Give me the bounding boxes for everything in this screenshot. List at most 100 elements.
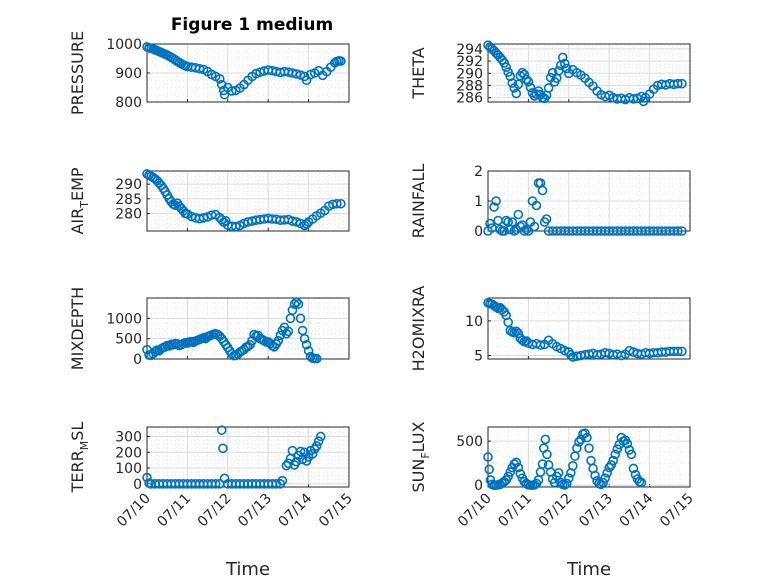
x-tick-label: 07/10 (114, 491, 154, 531)
data-point (293, 299, 304, 309)
data-point (295, 313, 306, 324)
data-point (568, 461, 578, 471)
data-point (483, 452, 493, 462)
y-axis-label: TERRMSL (68, 422, 91, 494)
y-tick-label: 1000 (106, 311, 142, 327)
data-point (559, 58, 570, 69)
data-point (313, 436, 324, 447)
data-point (553, 468, 564, 478)
data-point (220, 215, 231, 226)
data-point (561, 63, 572, 74)
data-point (501, 215, 511, 226)
data-point (513, 462, 524, 473)
y-tick-label: 290 (456, 66, 483, 82)
y-tick-label: 288 (456, 79, 483, 95)
data-point (499, 226, 509, 236)
data-point (519, 226, 530, 236)
y-tick-label: 100 (115, 461, 142, 477)
data-point (598, 477, 608, 488)
y-tick-label: 1 (474, 194, 483, 210)
data-point (529, 221, 540, 232)
data-point (600, 473, 610, 483)
y-tick-label: 500 (115, 332, 142, 348)
data-point (283, 326, 294, 337)
data-point (210, 479, 221, 489)
data-point (491, 196, 501, 206)
y-axis-label: MIXDEPTH (68, 287, 87, 370)
data-point (489, 202, 499, 212)
y-tick-label: 280 (115, 206, 142, 222)
y-tick-label: 0 (474, 478, 483, 494)
data-point (511, 457, 522, 468)
y-tick-label: 500 (456, 434, 483, 450)
data-point (307, 449, 318, 459)
axes-border (146, 426, 350, 488)
data-point (584, 443, 594, 453)
data-point (521, 74, 532, 85)
data-point (513, 209, 524, 220)
data-point (563, 473, 574, 483)
data-point (673, 346, 683, 357)
data-point (291, 456, 302, 467)
data-point (574, 437, 584, 447)
y-tick-label: 2 (474, 164, 483, 180)
data-point (677, 346, 687, 357)
data-point (673, 226, 683, 236)
y-tick-label: 800 (115, 95, 142, 111)
x-tick-label: 07/11 (154, 491, 194, 531)
data-point (636, 477, 647, 488)
y-axis-label: RAINFALL (409, 164, 428, 239)
x-tick-label: 07/14 (276, 490, 316, 530)
subplot-7: 07/10 07/11 07/12 07/13 07/14 07/15 0100200300… (68, 422, 356, 580)
data-point (216, 215, 227, 225)
data-point (505, 467, 516, 477)
data-point (511, 326, 522, 337)
data-point (542, 449, 552, 460)
data-point (515, 468, 526, 479)
data-point (301, 219, 312, 229)
data-point (509, 226, 520, 236)
y-axis-label: SUNFLUX (409, 421, 432, 492)
data-point (216, 425, 227, 435)
figure-title: Figure 1 medium (171, 15, 333, 35)
y-tick-label: 0 (133, 477, 142, 493)
subplot-5: 0 500 1000 MIXDEPTH (68, 287, 350, 370)
data-point (501, 62, 511, 72)
data-point (535, 340, 546, 350)
data-point (626, 449, 637, 460)
data-point (198, 213, 209, 223)
data-point (628, 463, 639, 474)
data-point (507, 217, 518, 227)
axes-border (487, 43, 691, 103)
data-point (608, 455, 619, 466)
data-point (630, 469, 641, 480)
x-tick-label: 07/11 (495, 491, 535, 531)
data-point (590, 470, 600, 481)
x-tick-label: 07/15 (657, 491, 697, 531)
data-point (557, 52, 568, 63)
y-tick-label: 10 (465, 314, 483, 330)
x-axis-label: Time (566, 559, 611, 580)
data-point (281, 328, 292, 339)
data-point (513, 328, 524, 339)
y-tick-label: 1000 (106, 37, 142, 53)
data-point (311, 353, 322, 364)
data-point (610, 449, 621, 460)
data-point (604, 462, 615, 473)
data-point (218, 443, 228, 454)
y-tick-label: 200 (115, 445, 142, 461)
data-point (336, 56, 346, 66)
data-point (624, 345, 635, 356)
data-point (580, 428, 590, 438)
data-point (315, 431, 326, 442)
data-point (507, 78, 518, 88)
data-point (541, 214, 552, 224)
y-tick-label: 294 (456, 42, 483, 58)
y-axis-label: AIRTEMP (68, 167, 91, 234)
data-point (277, 475, 288, 486)
data-point (301, 339, 312, 350)
data-point (332, 198, 342, 209)
data-point (582, 432, 592, 443)
